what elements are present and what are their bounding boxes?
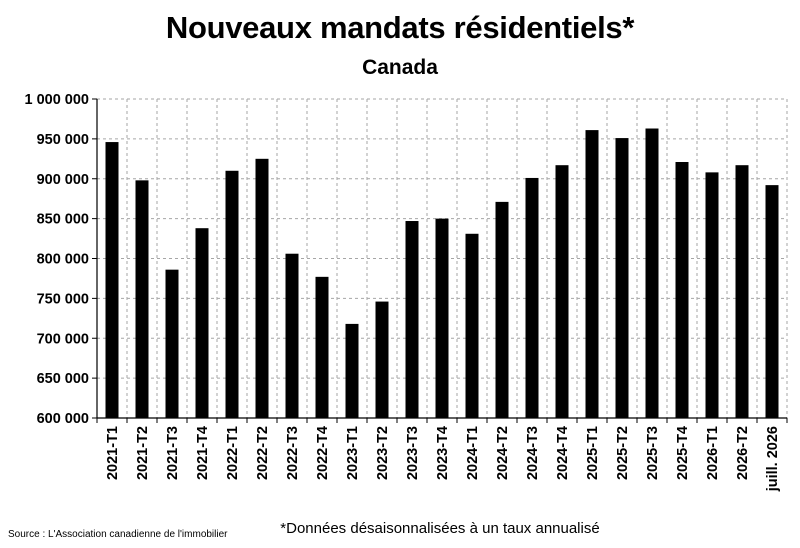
bar xyxy=(135,180,149,418)
bar xyxy=(525,177,539,418)
y-tick-label: 750 000 xyxy=(37,291,89,307)
x-tick-label: 2024-T3 xyxy=(525,426,541,480)
x-tick-label: juill. 2026 xyxy=(765,426,781,492)
x-tick-labels: 2021-T1 2021-T2 2021-T3 2021-T4 2022-T1 2022-… xyxy=(105,426,781,492)
y-tick-label: 850 000 xyxy=(37,212,89,228)
chart-title: Nouveaux mandats résidentiels* xyxy=(165,10,635,45)
x-tick-label: 2021-T3 xyxy=(165,426,181,480)
bar xyxy=(405,221,419,418)
x-tick-label: 2021-T2 xyxy=(135,426,151,480)
x-tick-label: 2025-T4 xyxy=(675,426,691,480)
bar xyxy=(315,276,329,418)
x-tick-label: 2022-T4 xyxy=(315,426,331,480)
bar xyxy=(345,323,359,418)
x-tick-label: 2022-T1 xyxy=(225,426,241,480)
bar xyxy=(765,185,779,418)
x-tick-label: 2022-T2 xyxy=(255,426,271,480)
x-tick-label: 2023-T3 xyxy=(405,426,421,480)
bar xyxy=(735,165,749,418)
bar xyxy=(105,142,119,418)
y-tick-label: 800 000 xyxy=(37,252,89,268)
source-note: Source : L'Association canadienne de l'i… xyxy=(8,529,228,540)
bar xyxy=(555,165,569,418)
x-tick-label: 2021-T1 xyxy=(105,426,121,480)
x-tick-label: 2025-T2 xyxy=(615,426,631,480)
bar xyxy=(705,172,719,418)
x-tick-label: 2025-T1 xyxy=(585,426,601,480)
y-tick-label: 700 000 xyxy=(37,331,89,347)
y-tick-label: 600 000 xyxy=(37,411,89,427)
bar xyxy=(465,233,479,418)
bar xyxy=(255,158,269,418)
bar xyxy=(435,218,449,418)
x-tick-label: 2026-T1 xyxy=(705,426,721,480)
x-tick-label: 2024-T1 xyxy=(465,426,481,480)
bar xyxy=(225,170,239,418)
x-tick-label: 2024-T4 xyxy=(555,426,571,480)
bars xyxy=(105,128,779,419)
x-tick-label: 2025-T3 xyxy=(645,426,661,480)
y-tick-label: 650 000 xyxy=(37,371,89,387)
axes xyxy=(92,98,788,423)
y-tick-label: 1 000 000 xyxy=(24,92,89,108)
bar xyxy=(285,253,299,418)
bar xyxy=(675,162,689,418)
x-tick-label: 2026-T2 xyxy=(735,426,751,480)
x-tick-label: 2023-T4 xyxy=(435,426,451,480)
bar xyxy=(495,201,509,418)
chart-subtitle: Canada xyxy=(362,56,438,79)
bar xyxy=(165,269,179,418)
x-tick-label: 2021-T4 xyxy=(195,426,211,480)
y-tick-label: 900 000 xyxy=(37,172,89,188)
bar xyxy=(375,301,389,418)
bar xyxy=(195,228,209,418)
footnote: *Données désaisonnalisées à un taux annu… xyxy=(280,520,600,537)
x-tick-label: 2023-T1 xyxy=(345,426,361,480)
bar xyxy=(615,138,629,418)
y-tick-label: 950 000 xyxy=(37,132,89,148)
x-tick-label: 2023-T2 xyxy=(375,426,391,480)
bar xyxy=(585,130,599,419)
x-tick-label: 2022-T3 xyxy=(285,426,301,480)
bar xyxy=(645,128,659,418)
y-tick-labels: 600 000 650 000 700 000 750 000 800 000 850 0… xyxy=(24,92,89,427)
x-tick-label: 2024-T2 xyxy=(495,426,511,480)
